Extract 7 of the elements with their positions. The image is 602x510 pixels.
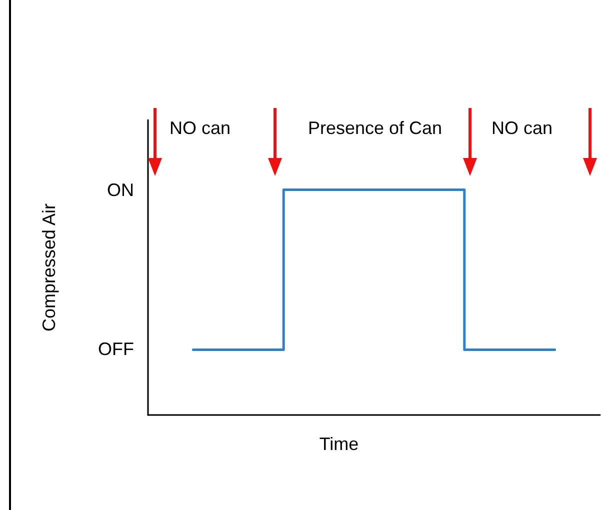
- x-axis-title: Time: [319, 434, 359, 454]
- y-axis-title: Compressed Air: [39, 203, 59, 332]
- text: NO can: [169, 118, 231, 138]
- text: Presence of Can: [308, 118, 442, 138]
- text: ON: [107, 180, 134, 200]
- text: OFF: [98, 339, 134, 359]
- text: NO can: [491, 118, 553, 138]
